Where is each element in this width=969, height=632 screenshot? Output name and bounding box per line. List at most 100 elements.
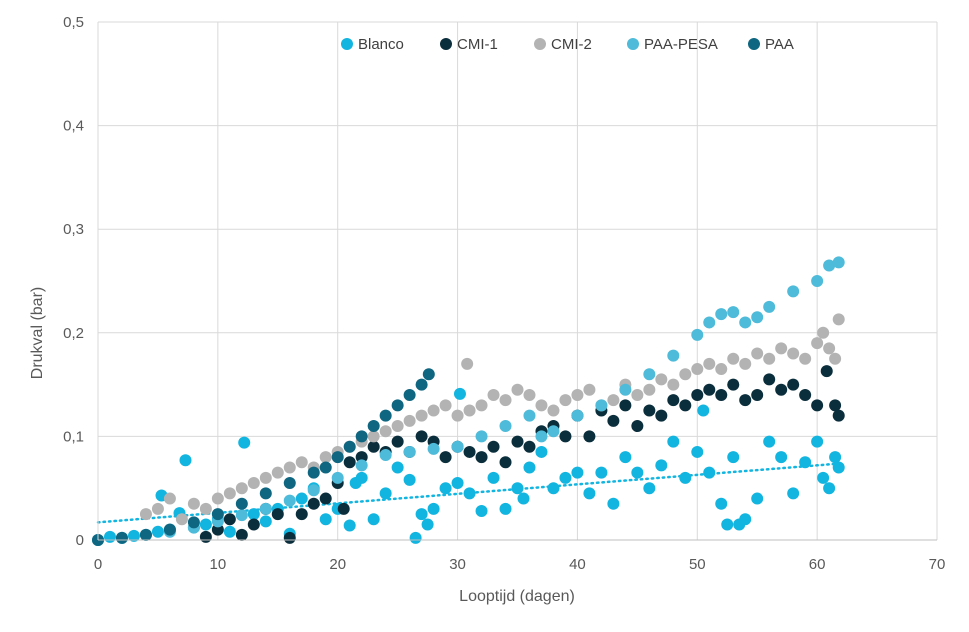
data-point — [259, 487, 272, 500]
legend-label: CMI-2 — [551, 36, 592, 53]
data-point — [391, 399, 404, 412]
legend-item: PAA-PESA — [627, 36, 718, 53]
data-point — [817, 471, 830, 484]
legend-label: PAA — [765, 36, 794, 53]
x-tick-label: 60 — [809, 556, 826, 573]
legend-marker — [748, 38, 760, 50]
data-point — [691, 328, 704, 341]
data-point — [751, 388, 764, 401]
data-point — [583, 487, 596, 500]
data-point — [463, 445, 476, 458]
data-point — [235, 482, 248, 495]
data-point — [679, 368, 692, 381]
y-tick-label: 0,4 — [63, 118, 84, 135]
x-tick-label: 30 — [449, 556, 466, 573]
data-point — [583, 430, 596, 443]
data-point — [163, 523, 176, 536]
data-point — [739, 513, 752, 526]
data-point — [811, 435, 824, 448]
data-point — [331, 451, 344, 464]
data-point — [511, 383, 524, 396]
y-tick-label: 0,2 — [63, 325, 84, 342]
data-point — [535, 445, 548, 458]
data-point — [763, 300, 776, 313]
data-point — [211, 492, 224, 505]
data-point — [715, 388, 728, 401]
data-point — [829, 352, 842, 365]
series-group — [92, 256, 845, 546]
data-point — [667, 378, 680, 391]
data-point — [763, 373, 776, 386]
data-point — [187, 516, 200, 529]
data-point — [199, 530, 212, 543]
data-point — [739, 316, 752, 329]
data-point — [643, 404, 656, 417]
data-point — [535, 399, 548, 412]
data-point — [223, 513, 236, 526]
data-point — [235, 528, 248, 541]
data-point — [631, 420, 644, 433]
data-point — [667, 394, 680, 407]
y-tick-label: 0,5 — [63, 14, 84, 31]
data-point — [283, 531, 296, 544]
data-point — [727, 378, 740, 391]
data-point — [571, 388, 584, 401]
data-point — [415, 430, 428, 443]
data-point — [583, 383, 596, 396]
data-point — [461, 357, 474, 370]
data-point — [595, 399, 608, 412]
data-point — [199, 518, 212, 531]
data-point — [319, 461, 332, 474]
data-point — [367, 513, 380, 526]
data-point — [487, 440, 500, 453]
data-point — [832, 461, 845, 474]
data-point — [283, 494, 296, 507]
data-point — [259, 471, 272, 484]
data-point — [475, 399, 488, 412]
data-point — [691, 388, 704, 401]
x-tick-label: 40 — [569, 556, 586, 573]
data-point — [427, 442, 440, 455]
data-point — [319, 513, 332, 526]
data-point — [295, 492, 308, 505]
data-point — [727, 306, 740, 319]
data-point — [619, 399, 632, 412]
legend-marker — [440, 38, 452, 50]
data-point — [763, 435, 776, 448]
data-point — [619, 451, 632, 464]
x-axis-title: Looptijd (dagen) — [459, 588, 575, 605]
data-point — [691, 445, 704, 458]
data-point — [499, 420, 512, 433]
data-point — [517, 492, 530, 505]
data-point — [703, 316, 716, 329]
data-point — [523, 388, 536, 401]
data-point — [511, 435, 524, 448]
data-point — [811, 399, 824, 412]
data-point — [559, 394, 572, 407]
data-point — [547, 482, 560, 495]
data-point — [703, 383, 716, 396]
data-point — [463, 487, 476, 500]
data-point — [415, 378, 428, 391]
data-point — [643, 368, 656, 381]
x-tick-label: 10 — [210, 556, 227, 573]
data-point — [535, 430, 548, 443]
data-point — [475, 504, 488, 517]
data-point — [547, 404, 560, 417]
data-point — [619, 383, 632, 396]
data-point — [403, 388, 416, 401]
data-point — [403, 414, 416, 427]
data-point — [427, 502, 440, 515]
data-point — [259, 502, 272, 515]
data-point — [787, 347, 800, 360]
data-point — [307, 484, 320, 497]
y-tick-label: 0 — [76, 532, 84, 549]
data-point — [523, 409, 536, 422]
data-point — [427, 404, 440, 417]
data-point — [643, 482, 656, 495]
legend-marker — [627, 38, 639, 50]
series-paa — [92, 368, 435, 546]
data-point — [820, 365, 833, 378]
data-point — [271, 466, 284, 479]
